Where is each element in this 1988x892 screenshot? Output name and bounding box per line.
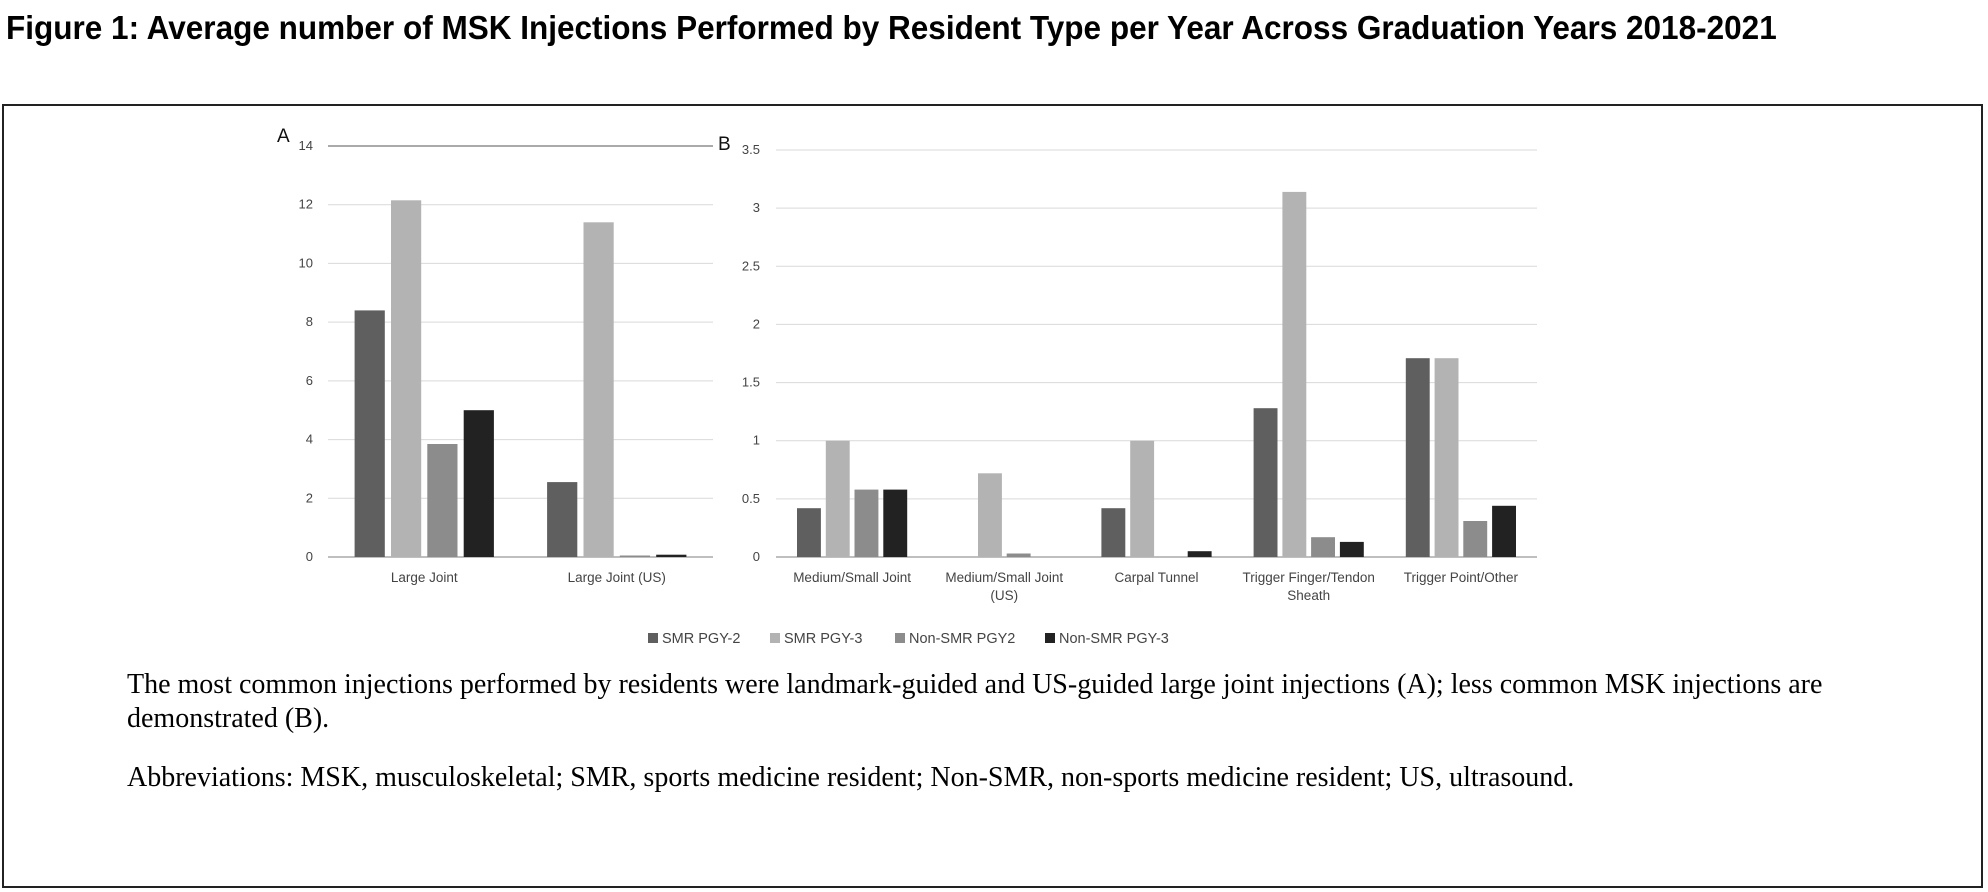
y-tick-label: 8 [306, 314, 313, 329]
bar [354, 310, 385, 557]
x-tick-label: Large Joint [391, 570, 458, 585]
x-tick-label: Trigger Point/Other [1404, 570, 1519, 585]
y-tick-label: 0 [306, 549, 313, 564]
legend-swatch [1045, 633, 1055, 643]
bar [1253, 408, 1278, 557]
x-tick-label: (US) [990, 588, 1018, 603]
y-tick-label: 10 [299, 255, 313, 270]
legend-label: Non-SMR PGY-3 [1059, 631, 1169, 647]
x-tick-label: Large Joint (US) [568, 570, 666, 585]
bar [1434, 358, 1459, 557]
bar [1282, 191, 1307, 557]
bar [463, 410, 494, 557]
bar [1405, 358, 1430, 557]
bar [854, 489, 879, 557]
legend-swatch [648, 633, 658, 643]
x-tick-label: Trigger Finger/Tendon [1243, 570, 1375, 585]
bar [1492, 505, 1516, 557]
bar [656, 554, 687, 557]
legend-label: SMR PGY-2 [662, 631, 740, 647]
bar [1101, 508, 1126, 557]
bar [547, 482, 578, 557]
y-tick-label: 0 [753, 549, 760, 564]
y-tick-label: 14 [299, 138, 313, 153]
x-tick-label: Medium/Small Joint [945, 570, 1063, 585]
y-tick-label: 2.5 [742, 258, 760, 273]
legend-label: Non-SMR PGY2 [909, 631, 1015, 647]
y-tick-label: 4 [306, 432, 313, 447]
panel-label: B [718, 134, 731, 155]
bar [619, 555, 650, 557]
abbreviations-note: Abbreviations: MSK, musculoskeletal; SMR… [127, 762, 1575, 793]
bar [583, 222, 614, 558]
y-tick-label: 2 [753, 316, 760, 331]
legend-swatch [895, 633, 905, 643]
y-tick-label: 0.5 [742, 491, 760, 506]
bar [1130, 440, 1155, 557]
y-tick-label: 6 [306, 373, 313, 388]
bar [1006, 553, 1031, 557]
bar [1311, 537, 1335, 557]
x-tick-label: Medium/Small Joint [793, 570, 911, 585]
y-tick-label: 12 [299, 197, 313, 212]
y-tick-label: 3.5 [742, 142, 760, 157]
figure-title: Figure 1: Average number of MSK Injectio… [6, 9, 1777, 46]
bar [391, 200, 422, 558]
panel-label: A [277, 126, 290, 147]
y-tick-label: 1.5 [742, 375, 760, 390]
legend-label: SMR PGY-3 [784, 631, 862, 647]
legend-swatch [770, 633, 780, 643]
y-tick-label: 2 [306, 490, 313, 505]
x-tick-label: Sheath [1287, 588, 1330, 603]
x-tick-label: Carpal Tunnel [1114, 570, 1198, 585]
bar [427, 444, 458, 557]
bar [978, 473, 1002, 557]
bar [797, 508, 821, 557]
bar [1339, 541, 1364, 557]
figure-caption: The most common injections performed by … [127, 669, 1823, 734]
y-tick-label: 3 [753, 200, 760, 215]
y-tick-label: 1 [753, 433, 760, 448]
bar [883, 489, 908, 557]
figure-frame [2, 104, 1983, 888]
bar [1463, 521, 1488, 557]
bar [1187, 551, 1212, 557]
bar [825, 440, 850, 557]
